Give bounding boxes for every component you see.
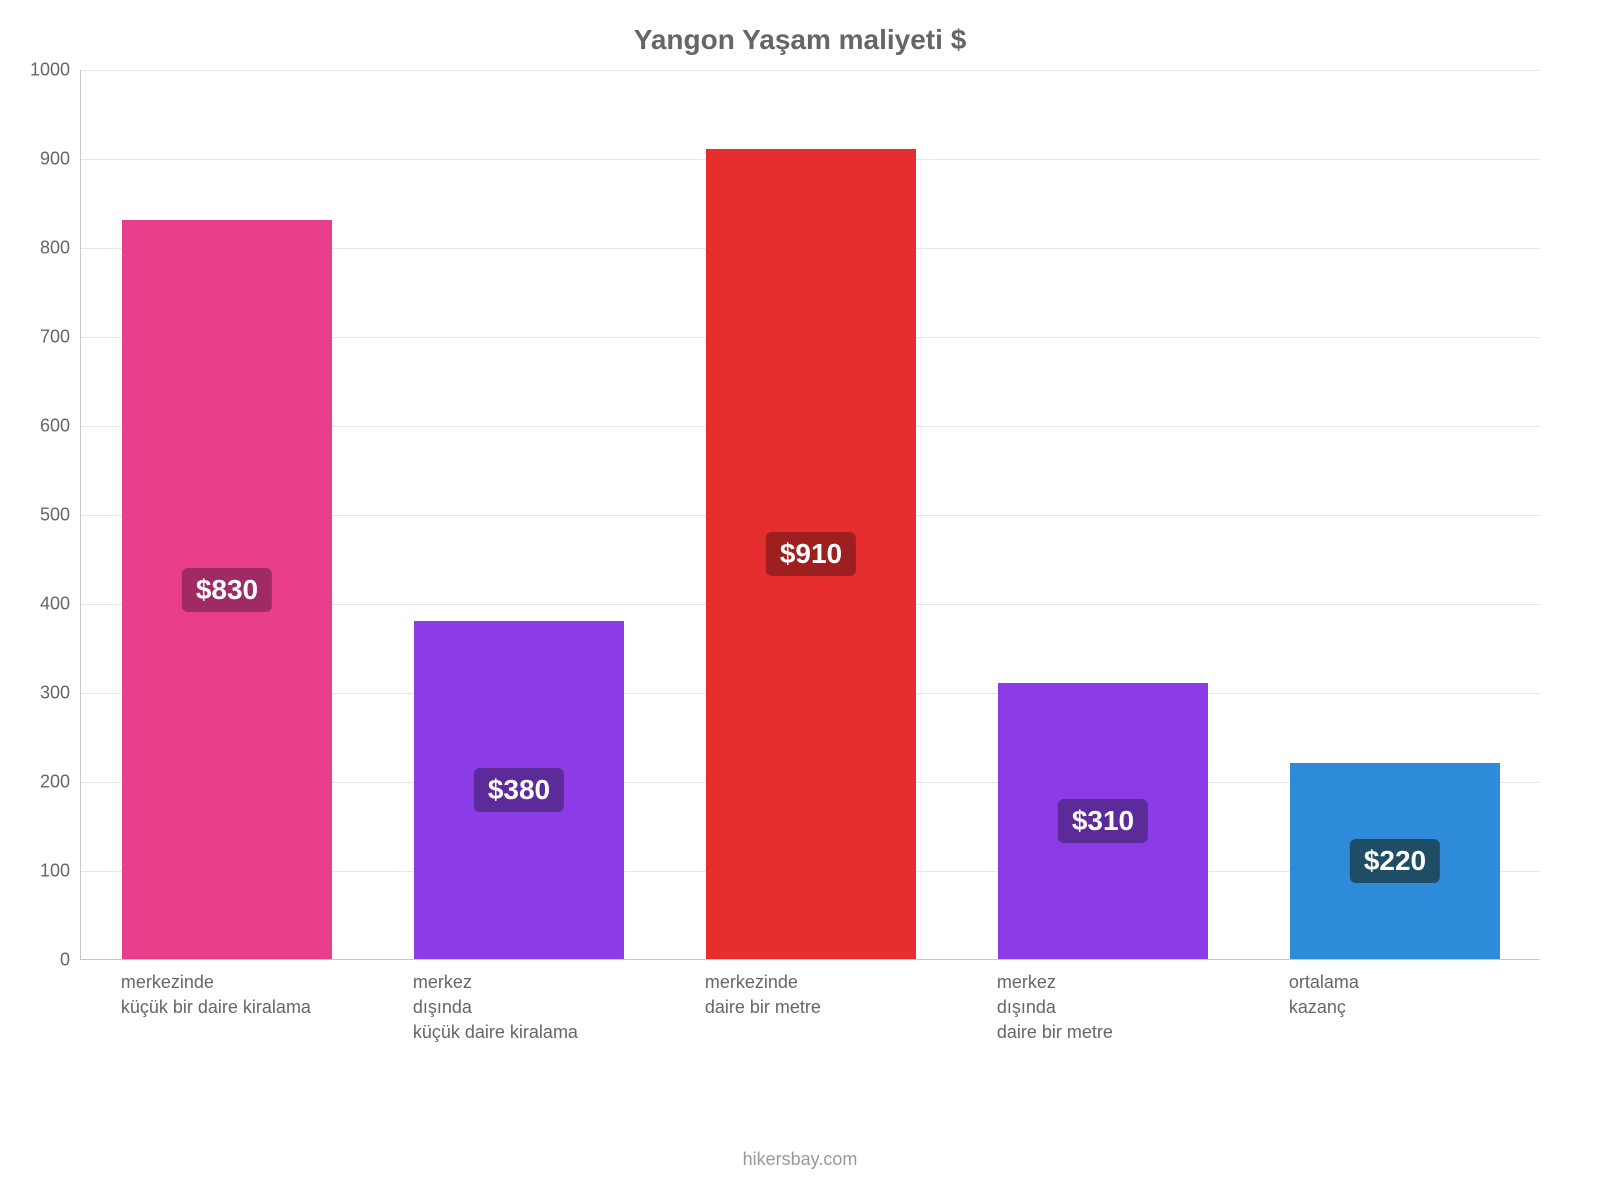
x-category-label: merkezindeküçük bir daire kiralama (121, 970, 371, 1020)
ytick-label: 500 (10, 505, 70, 526)
bar: $830 (122, 220, 332, 959)
bar-value-label: $380 (474, 768, 564, 812)
gridline (81, 70, 1540, 71)
x-category-label: merkezdışındaküçük daire kiralama (413, 970, 663, 1046)
chart-title: Yangon Yaşam maliyeti $ (0, 24, 1600, 56)
x-category-label: merkezindedaire bir metre (705, 970, 955, 1020)
x-category-label: merkezdışındadaire bir metre (997, 970, 1247, 1046)
bar: $220 (1290, 763, 1500, 959)
ytick-label: 200 (10, 772, 70, 793)
bar-value-label: $220 (1350, 839, 1440, 883)
x-category-label: ortalamakazanç (1289, 970, 1539, 1020)
ytick-label: 300 (10, 683, 70, 704)
ytick-label: 400 (10, 594, 70, 615)
bar-value-label: $310 (1058, 799, 1148, 843)
ytick-label: 100 (10, 861, 70, 882)
ytick-label: 1000 (10, 60, 70, 81)
bar: $380 (414, 621, 624, 959)
ytick-label: 0 (10, 950, 70, 971)
bar-value-label: $830 (182, 568, 272, 612)
bar: $910 (706, 149, 916, 959)
ytick-label: 800 (10, 238, 70, 259)
ytick-label: 900 (10, 149, 70, 170)
plot-area: $830 $380 $910 $310 $220 (80, 70, 1540, 960)
attribution: hikersbay.com (0, 1149, 1600, 1170)
ytick-label: 600 (10, 416, 70, 437)
cost-of-living-chart: Yangon Yaşam maliyeti $ $830 $380 $910 $310… (0, 0, 1600, 1200)
ytick-label: 700 (10, 327, 70, 348)
bar-value-label: $910 (766, 532, 856, 576)
bar: $310 (998, 683, 1208, 959)
